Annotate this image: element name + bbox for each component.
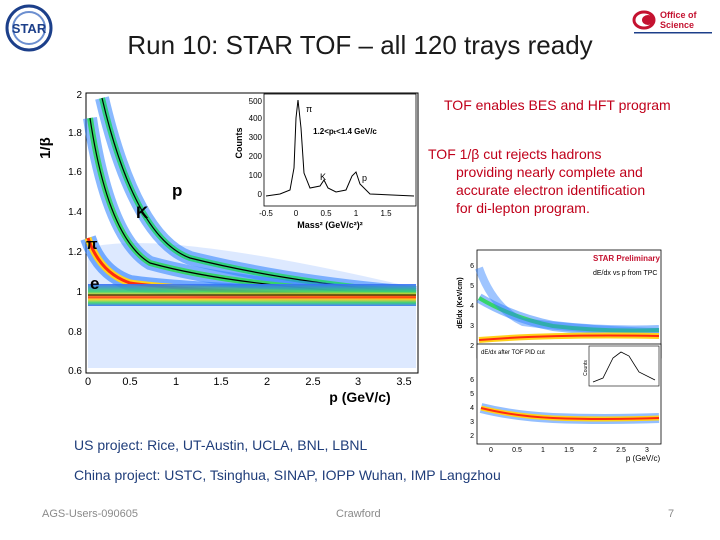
- office-of-science-logo: Office of Science: [632, 6, 716, 36]
- svg-text:2: 2: [470, 343, 474, 350]
- svg-text:5: 5: [470, 391, 474, 398]
- svg-text:dE/dx (KeV/cm): dE/dx (KeV/cm): [457, 277, 464, 328]
- svg-text:π: π: [86, 236, 98, 253]
- svg-text:500: 500: [249, 97, 263, 106]
- svg-text:K: K: [136, 203, 149, 222]
- svg-text:1.8: 1.8: [68, 128, 82, 139]
- footer-page-number: 7: [668, 508, 675, 520]
- svg-text:p: p: [362, 173, 367, 183]
- china-project-line: China project: USTC, Tsinghua, SINAP, IO…: [74, 467, 501, 483]
- svg-text:2: 2: [470, 433, 474, 440]
- svg-text:1: 1: [173, 376, 179, 388]
- svg-text:e: e: [90, 274, 99, 293]
- svg-text:1.5: 1.5: [564, 447, 574, 454]
- svg-text:p: p: [172, 181, 182, 200]
- svg-text:1.5: 1.5: [213, 376, 228, 388]
- svg-text:0: 0: [294, 209, 299, 218]
- svg-text:1.5: 1.5: [380, 209, 392, 218]
- bullet-line: providing nearly complete and: [456, 164, 643, 180]
- svg-text:2: 2: [76, 90, 82, 101]
- svg-text:dE/dx after TOF PID cut: dE/dx after TOF PID cut: [481, 350, 545, 356]
- svg-text:Counts: Counts: [583, 360, 589, 376]
- svg-text:4: 4: [470, 303, 474, 310]
- svg-text:6: 6: [470, 377, 474, 384]
- bullet-text: TOF enables BES and HFT program: [444, 97, 671, 113]
- us-project-text: Rice, UT-Austin, UCLA, BNL, LBNL: [143, 437, 368, 453]
- china-project-label: China project:: [74, 467, 161, 483]
- svg-text:3: 3: [470, 323, 474, 330]
- tof-inverse-beta-plot: 0.6 0.8 1 1.2 1.4 1.6 1.8 2 1/β 0 0.5 1 …: [40, 90, 419, 405]
- svg-text:Mass² (GeV/c²)²: Mass² (GeV/c²)²: [297, 220, 363, 230]
- svg-text:3: 3: [355, 376, 361, 388]
- svg-text:2: 2: [593, 447, 597, 454]
- svg-text:1: 1: [354, 209, 359, 218]
- svg-text:Science: Science: [660, 20, 694, 30]
- svg-text:3.5: 3.5: [396, 376, 411, 388]
- svg-text:0.5: 0.5: [122, 376, 137, 388]
- us-project-line: US project: Rice, UT-Austin, UCLA, BNL, …: [74, 437, 367, 453]
- svg-text:STAR: STAR: [12, 21, 47, 36]
- svg-text:1: 1: [76, 287, 82, 298]
- svg-text:6: 6: [470, 263, 474, 270]
- svg-text:K: K: [320, 172, 326, 182]
- svg-text:0.5: 0.5: [320, 209, 332, 218]
- svg-text:100: 100: [249, 171, 263, 180]
- star-logo: STAR: [5, 4, 53, 52]
- svg-text:4: 4: [470, 405, 474, 412]
- svg-text:400: 400: [249, 114, 263, 123]
- bullet-line: accurate electron identification: [456, 182, 646, 198]
- svg-text:2.5: 2.5: [616, 447, 626, 454]
- bullet-line: TOF 1/β cut rejects hadrons: [428, 146, 602, 162]
- svg-text:0: 0: [489, 447, 493, 454]
- svg-text:STAR Preliminary: STAR Preliminary: [593, 254, 661, 263]
- svg-text:0.5: 0.5: [512, 447, 522, 454]
- svg-text:π: π: [306, 104, 312, 114]
- svg-text:1.6: 1.6: [68, 167, 82, 178]
- svg-text:3: 3: [645, 447, 649, 454]
- svg-text:3: 3: [470, 419, 474, 426]
- svg-text:0: 0: [85, 376, 91, 388]
- svg-text:0.6: 0.6: [68, 366, 82, 377]
- footer-author: Crawford: [336, 508, 381, 520]
- svg-text:1.2<pₜ<1.4 GeV/c: 1.2<pₜ<1.4 GeV/c: [313, 127, 377, 136]
- dedx-plot: STAR Preliminary dE/dx vs p from TPC 2 3…: [457, 249, 662, 463]
- svg-text:1.4: 1.4: [68, 207, 82, 218]
- svg-text:0.8: 0.8: [68, 327, 82, 338]
- svg-text:p (GeV/c): p (GeV/c): [329, 389, 390, 405]
- svg-text:2.5: 2.5: [305, 376, 320, 388]
- bullet-tof-bes-hft: TOF enables BES and HFT program: [444, 96, 704, 114]
- svg-text:200: 200: [249, 152, 263, 161]
- svg-text:0: 0: [258, 190, 263, 199]
- us-project-label: US project:: [74, 437, 144, 453]
- svg-text:2: 2: [264, 376, 270, 388]
- svg-text:1/β: 1/β: [40, 137, 54, 159]
- svg-text:1.2: 1.2: [68, 247, 82, 258]
- svg-text:Office of: Office of: [660, 10, 698, 20]
- slide-title: Run 10: STAR TOF – all 120 trays ready: [127, 30, 593, 60]
- svg-text:dE/dx vs p from TPC: dE/dx vs p from TPC: [593, 270, 657, 277]
- bullet-line: for di-lepton program.: [456, 200, 590, 216]
- svg-text:Counts: Counts: [234, 128, 244, 159]
- svg-text:300: 300: [249, 133, 263, 142]
- mass-squared-inset: 0 100 200 300 400 500 Counts -0.5 0 0.5 …: [234, 93, 417, 230]
- svg-text:p (GeV/c): p (GeV/c): [626, 454, 661, 463]
- svg-text:5: 5: [470, 283, 474, 290]
- svg-text:-0.5: -0.5: [259, 209, 273, 218]
- bullet-tof-hadron-rejection: TOF 1/β cut rejects hadrons providing ne…: [428, 145, 690, 217]
- china-project-text: USTC, Tsinghua, SINAP, IOPP Wuhan, IMP L…: [160, 467, 501, 483]
- footer-event: AGS-Users-090605: [42, 508, 138, 520]
- svg-text:1: 1: [541, 447, 545, 454]
